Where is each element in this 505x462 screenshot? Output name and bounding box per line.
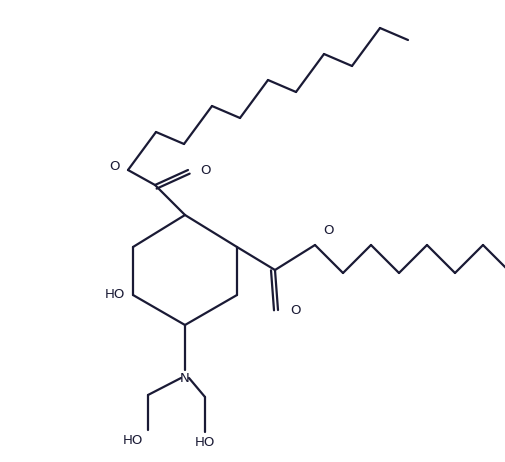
Text: O: O: [289, 304, 300, 316]
Text: HO: HO: [122, 434, 143, 447]
Text: N: N: [180, 372, 189, 385]
Text: O: O: [322, 224, 333, 237]
Text: HO: HO: [105, 288, 125, 302]
Text: O: O: [109, 159, 120, 172]
Text: O: O: [199, 164, 210, 176]
Text: HO: HO: [194, 436, 215, 449]
